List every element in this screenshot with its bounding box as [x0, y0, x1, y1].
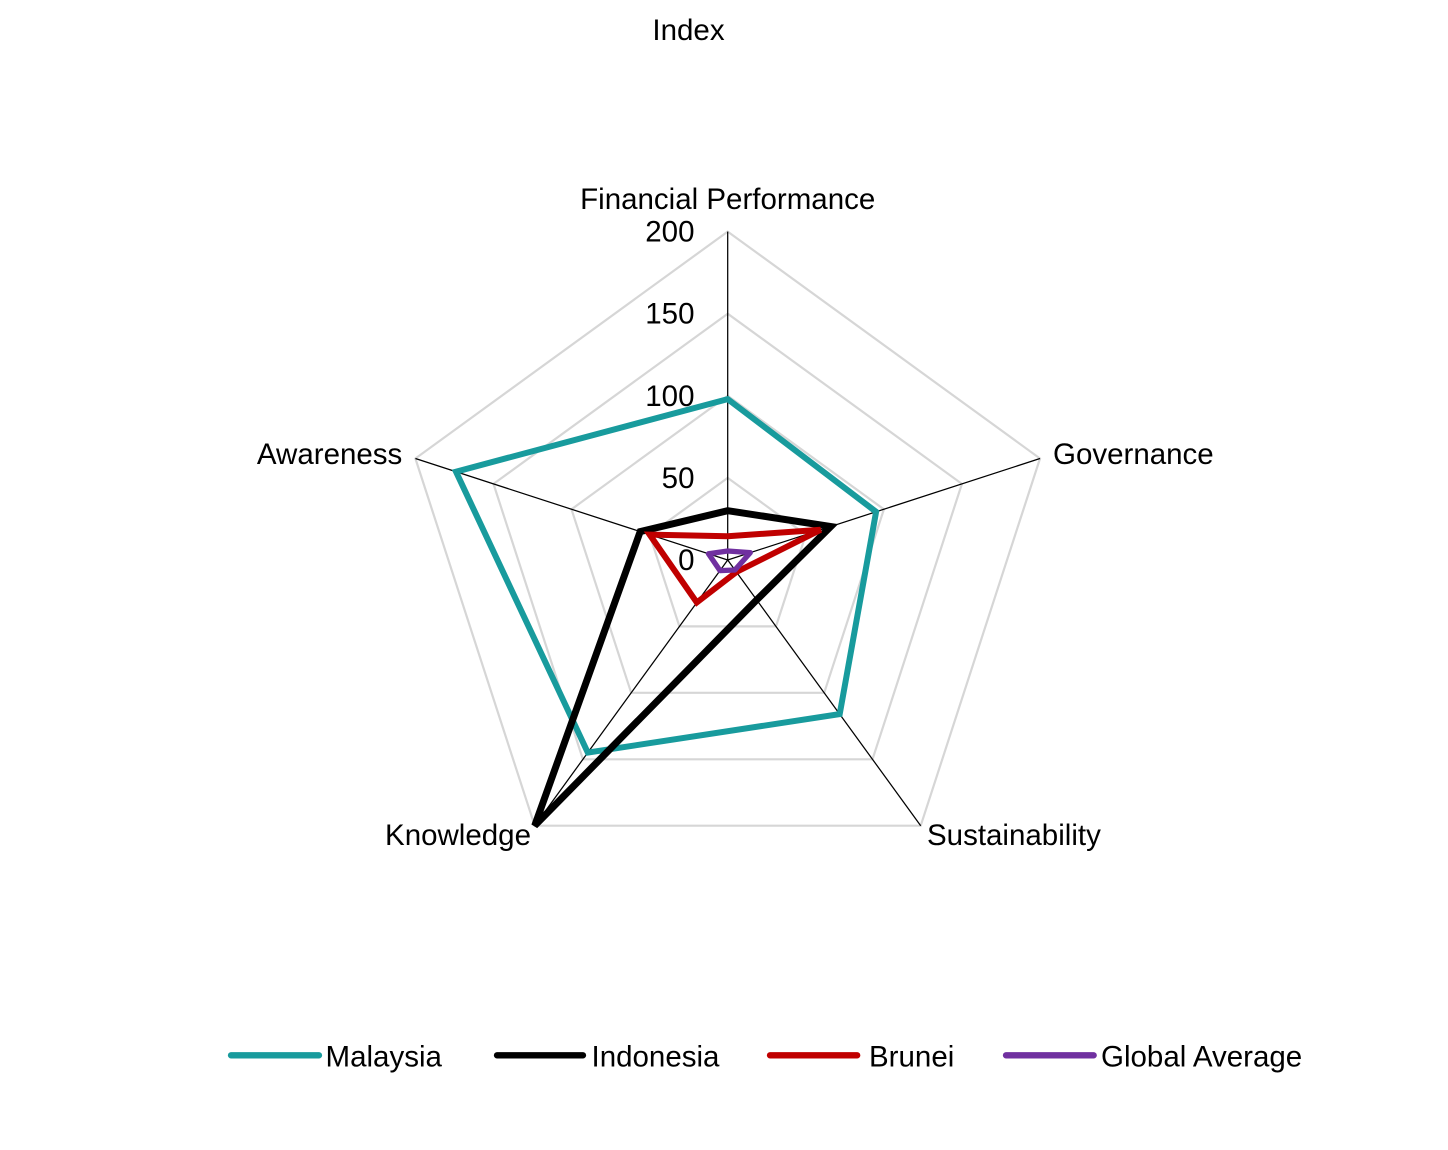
svg-text:100: 100: [645, 380, 694, 413]
svg-text:Sustainability: Sustainability: [927, 819, 1101, 852]
svg-text:Index: Index: [652, 14, 724, 47]
svg-text:150: 150: [645, 298, 694, 331]
svg-text:Global Average: Global Average: [1101, 1041, 1302, 1074]
svg-text:Knowledge: Knowledge: [385, 819, 531, 852]
svg-text:Financial Performance: Financial Performance: [580, 183, 875, 216]
svg-text:Brunei: Brunei: [869, 1041, 954, 1074]
svg-text:Malaysia: Malaysia: [326, 1041, 443, 1074]
svg-text:200: 200: [645, 216, 694, 249]
svg-text:Indonesia: Indonesia: [592, 1041, 721, 1074]
svg-text:Awareness: Awareness: [257, 438, 402, 471]
svg-text:Governance: Governance: [1053, 438, 1214, 471]
svg-text:0: 0: [678, 544, 694, 577]
svg-text:50: 50: [662, 462, 695, 495]
